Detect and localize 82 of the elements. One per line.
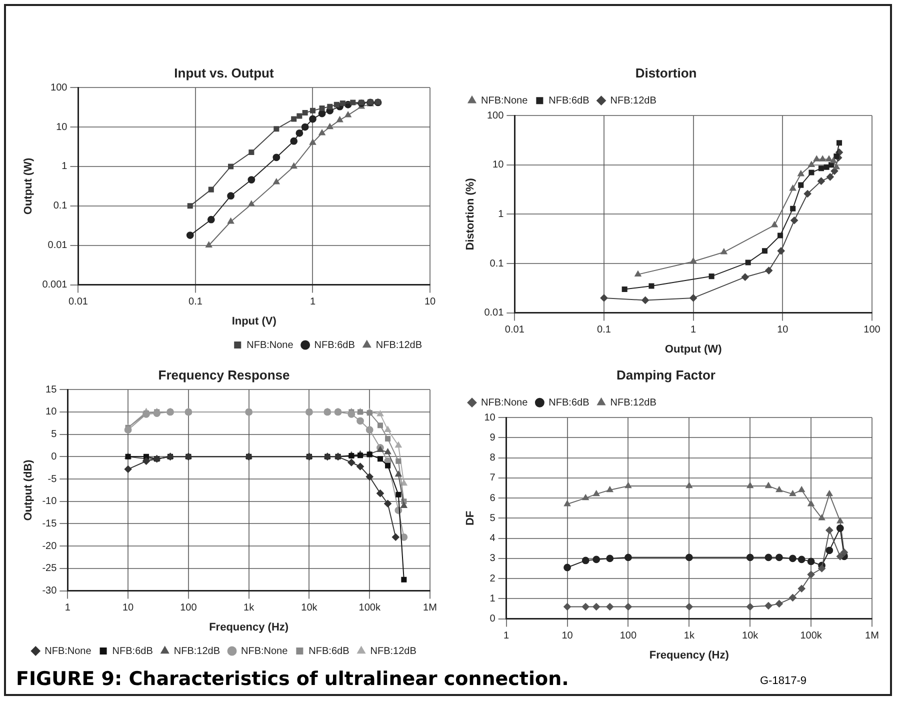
- x-axis-title: Frequency (Hz): [209, 621, 289, 634]
- y-tick-label: 1: [62, 161, 68, 172]
- x-tick-label: 100: [620, 630, 637, 642]
- y-tick-label: 9: [490, 432, 496, 444]
- y-tick-label: 15: [46, 384, 58, 396]
- x-tick-label: 100k: [800, 630, 823, 642]
- x-tick-label: 1k: [684, 630, 696, 642]
- legend-label: NFB:6dB: [112, 646, 154, 657]
- y-tick-label: 100: [486, 110, 504, 122]
- x-axis-title: Input (V): [232, 315, 277, 328]
- y-tick-label: -20: [42, 540, 58, 552]
- x-tick-label: 1M: [423, 602, 437, 614]
- y-tick-label: 0.1: [53, 200, 68, 212]
- y-tick-label: 0.1: [490, 258, 504, 270]
- legend-label: NFB:12dB: [174, 646, 220, 657]
- y-tick-label: 100: [50, 82, 68, 94]
- y-axis-title: DF: [464, 510, 477, 526]
- y-tick-label: 5: [51, 429, 58, 440]
- y-tick-label: 7: [490, 472, 496, 484]
- y-axis-title: Distortion (%): [464, 178, 477, 250]
- x-tick-label: 0.1: [597, 324, 612, 336]
- y-tick-label: 6: [490, 492, 496, 504]
- y-tick-label: 1: [490, 593, 496, 604]
- y-tick-label: 4: [490, 533, 496, 544]
- y-tick-label: 1: [498, 208, 504, 220]
- legend-label: NFB:12dB: [610, 397, 657, 408]
- x-tick-label: 10: [424, 296, 436, 308]
- legend-label: NFB:None: [481, 95, 528, 106]
- y-tick-label: 5: [490, 512, 496, 524]
- x-tick-label: 0.01: [504, 324, 525, 336]
- chart-title: Frequency Response: [158, 367, 290, 382]
- y-tick-label: 10: [492, 160, 504, 171]
- x-tick-label: 1: [690, 324, 697, 336]
- x-tick-label: 10: [122, 602, 134, 614]
- legend-label: NFB:6dB: [314, 340, 356, 351]
- x-tick-label: 100: [180, 602, 198, 614]
- y-tick-label: 0.001: [42, 280, 68, 291]
- legend-label: NFB:None: [246, 340, 294, 351]
- y-tick-label: 2: [490, 573, 496, 584]
- y-tick-label: 0: [490, 614, 496, 625]
- y-tick-label: 0.01: [48, 240, 68, 252]
- y-tick-label: 10: [46, 406, 58, 418]
- x-tick-label: 0.1: [188, 296, 203, 308]
- y-tick-label: -30: [42, 586, 58, 597]
- x-tick-label: 1: [310, 296, 316, 308]
- y-tick-label: 3: [490, 553, 496, 564]
- x-tick-label: 100: [864, 324, 881, 336]
- y-axis-title: Output (dB): [22, 459, 35, 521]
- legend-label: NFB:None: [44, 646, 92, 657]
- x-tick-label: 10: [562, 630, 574, 642]
- legend-label: NFB:6dB: [308, 646, 350, 657]
- y-tick-label: 8: [490, 452, 496, 464]
- legend-label: NFB:6dB: [548, 95, 590, 106]
- chart-title: Damping Factor: [616, 367, 716, 382]
- x-axis-title: Output (W): [664, 343, 722, 356]
- y-tick-label: -15: [42, 518, 58, 530]
- y-tick-label: 0: [51, 451, 58, 462]
- legend-label: NFB:12dB: [376, 340, 422, 351]
- x-tick-label: 1M: [865, 630, 879, 642]
- x-axis-title: Frequency (Hz): [649, 649, 730, 662]
- caption: FIGURE 9: Characteristics of ultralinear connection.: [16, 668, 569, 690]
- text: G-1817-9: [760, 675, 806, 687]
- y-tick-label: -10: [42, 496, 58, 508]
- y-tick-label: 0.01: [484, 308, 504, 319]
- chart-title: Distortion: [635, 65, 697, 80]
- legend-label: NFB:6dB: [548, 397, 590, 408]
- y-tick-label: -5: [48, 474, 58, 485]
- x-tick-label: 0.01: [68, 296, 88, 308]
- legend-label: NFB:12dB: [610, 95, 657, 106]
- x-tick-label: 100k: [358, 602, 382, 614]
- chart-title: Input vs. Output: [174, 65, 274, 80]
- y-tick-label: -25: [42, 563, 58, 574]
- y-axis-title: Output (W): [22, 157, 35, 215]
- x-tick-label: 10: [777, 324, 789, 336]
- legend-label: NFB:None: [481, 397, 528, 408]
- legend-label: NFB:12dB: [370, 646, 417, 657]
- legend-label: NFB:None: [241, 646, 288, 657]
- x-tick-label: 10k: [742, 630, 760, 642]
- y-tick-label: 10: [56, 122, 68, 133]
- y-tick-label: 10: [484, 412, 496, 424]
- x-tick-label: 1k: [244, 602, 256, 614]
- x-tick-label: 10k: [301, 602, 318, 614]
